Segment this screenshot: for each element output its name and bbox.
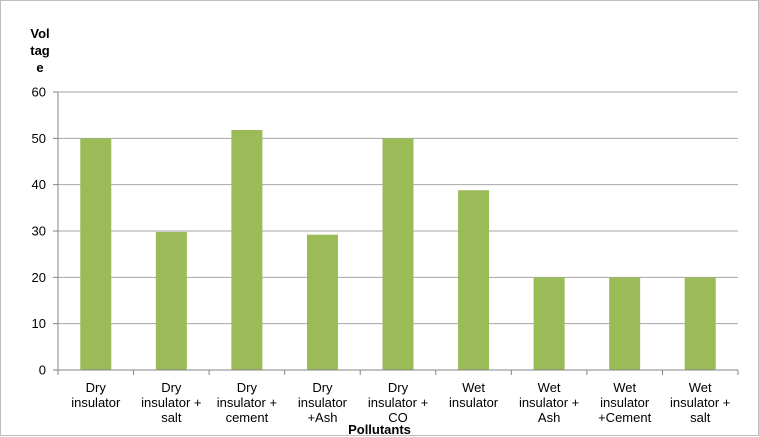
bar-8 — [609, 277, 641, 370]
x-category-label-4-line-3: +Ash — [307, 410, 337, 425]
bar-2 — [155, 231, 187, 370]
y-tick-label-10: 10 — [32, 316, 46, 331]
x-category-label-3-line-1: Dry — [237, 380, 258, 395]
x-category-label-7-line-3: Ash — [538, 410, 560, 425]
y-tick-label-40: 40 — [32, 177, 46, 192]
x-category-label-5-line-1: Dry — [388, 380, 409, 395]
y-tick-label-30: 30 — [32, 224, 46, 239]
x-category-label-5-line-2: insulator + — [368, 395, 428, 410]
bar-3 — [231, 129, 263, 370]
x-category-label-4-line-1: Dry — [312, 380, 333, 395]
x-category-label-6-line-1: Wet — [462, 380, 485, 395]
x-category-label-2-line-2: insulator + — [141, 395, 201, 410]
y-tick-label-60: 60 — [32, 85, 46, 100]
x-category-label-2-line-3: salt — [161, 410, 182, 425]
bar-5 — [382, 138, 414, 370]
x-category-label-9-line-2: insulator + — [670, 395, 730, 410]
x-category-label-1-line-2: insulator — [71, 395, 121, 410]
x-axis-label: Pollutants — [348, 422, 411, 437]
x-category-label-9-line-1: Wet — [689, 380, 712, 395]
bar-6 — [458, 190, 490, 370]
y-axis-label-line-3: e — [36, 60, 44, 75]
x-category-label-9-line-3: salt — [690, 410, 711, 425]
x-category-label-4-line-2: insulator — [298, 395, 348, 410]
y-tick-label-20: 20 — [32, 270, 46, 285]
y-tick-labels: 0 10 20 30 40 50 60 — [32, 85, 46, 378]
bars — [80, 129, 716, 370]
x-category-label-7-line-2: insulator + — [519, 395, 579, 410]
y-tick-label-50: 50 — [32, 131, 46, 146]
x-category-label-3-line-2: insulator + — [217, 395, 277, 410]
x-category-label-2-line-1: Dry — [161, 380, 182, 395]
axes — [53, 91, 739, 375]
x-category-label-1-line-1: Dry — [86, 380, 107, 395]
x-category-label-8-line-1: Wet — [613, 380, 636, 395]
x-category-label-6-line-2: insulator — [449, 395, 499, 410]
x-category-label-5-line-3: CO — [388, 410, 408, 425]
y-tick-label-0: 0 — [39, 363, 46, 378]
x-category-label-8-line-2: insulator — [600, 395, 650, 410]
x-category-label-7-line-1: Wet — [538, 380, 561, 395]
bar-1 — [80, 138, 112, 370]
x-category-label-8-line-3: +Cement — [598, 410, 651, 425]
x-category-label-3-line-3: cement — [226, 410, 269, 425]
bar-7 — [533, 277, 565, 370]
y-axis-label-line-1: Vol — [30, 26, 50, 41]
bar-4 — [306, 234, 338, 370]
bar-9 — [684, 277, 716, 370]
y-axis-label-line-2: tag — [30, 43, 50, 58]
